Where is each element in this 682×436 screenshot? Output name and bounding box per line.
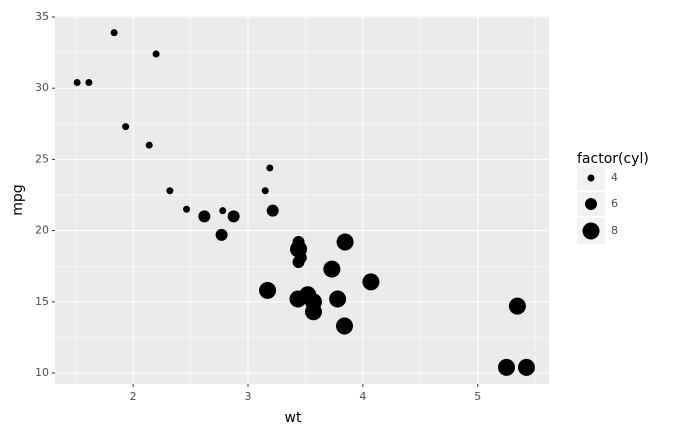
x-tick-label: 5 <box>474 390 481 403</box>
point <box>508 297 526 315</box>
y-tick-label: 30 <box>35 81 49 94</box>
point <box>227 210 240 223</box>
point <box>517 358 535 376</box>
legend-symbol <box>585 198 597 210</box>
point <box>183 205 191 213</box>
point <box>329 290 347 308</box>
panel <box>55 16 549 384</box>
y-tick-label: 15 <box>35 295 49 308</box>
point <box>198 210 211 223</box>
point <box>122 123 130 131</box>
point <box>166 187 174 195</box>
point <box>219 207 227 215</box>
point <box>215 228 228 241</box>
point <box>145 141 153 149</box>
point <box>266 204 279 217</box>
point <box>323 260 341 278</box>
point <box>304 293 322 311</box>
point <box>289 290 307 308</box>
point <box>85 79 93 87</box>
point <box>266 164 274 172</box>
legend-title: factor(cyl) <box>577 151 649 167</box>
y-tick-label: 20 <box>35 224 49 237</box>
legend-label: 6 <box>611 197 618 210</box>
x-tick-label: 2 <box>130 390 137 403</box>
point <box>336 317 354 335</box>
legend-label: 4 <box>611 171 618 184</box>
legend-symbol <box>582 222 600 240</box>
point <box>261 187 269 195</box>
legend-symbol <box>587 174 595 182</box>
x-tick-label: 3 <box>245 390 252 403</box>
point <box>497 358 515 376</box>
point <box>152 50 160 58</box>
x-tick-label: 4 <box>359 390 366 403</box>
y-tick-label: 10 <box>35 366 49 379</box>
y-tick-label: 25 <box>35 152 49 165</box>
y-tick-label: 35 <box>35 10 49 23</box>
point <box>336 233 354 251</box>
point <box>110 29 118 37</box>
point <box>73 79 81 87</box>
point <box>292 255 305 268</box>
point <box>259 281 277 299</box>
point <box>362 273 380 291</box>
point <box>292 236 305 249</box>
x-axis-title: wt <box>285 410 302 426</box>
legend-label: 8 <box>611 224 618 237</box>
y-axis-title: mpg <box>10 184 26 215</box>
